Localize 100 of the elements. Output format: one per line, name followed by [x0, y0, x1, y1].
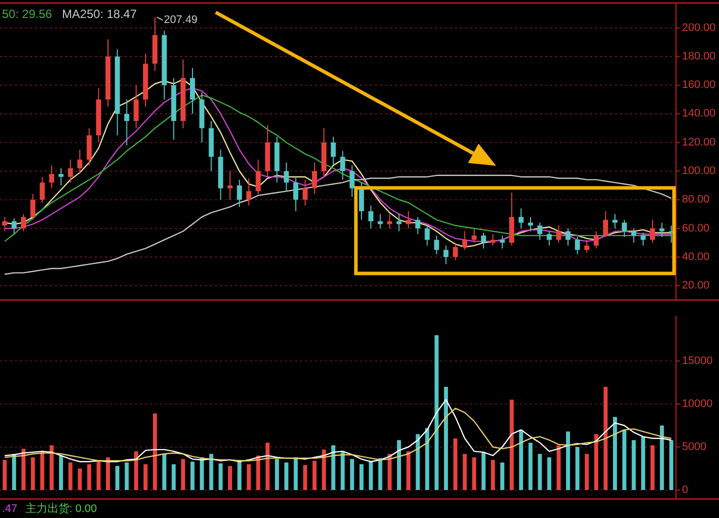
bar	[434, 335, 439, 490]
candlestick	[415, 216, 420, 235]
text: 50: 29.56	[2, 7, 52, 22]
bar	[566, 432, 570, 490]
bar	[115, 466, 120, 490]
bar	[350, 459, 354, 490]
candlestick	[12, 218, 17, 235]
bar	[584, 454, 589, 490]
y-tick-label: 120.00	[682, 136, 716, 148]
bar	[462, 454, 467, 490]
bar	[378, 458, 382, 490]
text: 主力出货: 0.00	[25, 502, 97, 515]
candlestick	[49, 164, 54, 189]
bar	[40, 451, 44, 490]
candlestick	[472, 228, 477, 244]
y-tick-label: 160.00	[682, 79, 716, 92]
candlestick	[518, 208, 524, 229]
bar	[87, 464, 92, 490]
candlestick	[40, 176, 45, 204]
bar	[284, 462, 288, 490]
bar	[556, 445, 561, 490]
bar	[190, 462, 194, 490]
bar	[641, 436, 646, 490]
bar	[425, 428, 430, 490]
bar	[274, 459, 279, 490]
bar	[181, 459, 186, 490]
candlestick	[443, 245, 448, 265]
bar	[519, 430, 524, 490]
bar	[397, 440, 402, 490]
candlestick	[378, 214, 383, 229]
legend-label: MA250: 18.47	[62, 7, 138, 22]
candlestick	[228, 170, 233, 200]
bar	[406, 451, 410, 490]
candlestick	[30, 194, 36, 220]
bar	[490, 460, 495, 490]
bar	[322, 450, 326, 490]
candlestick	[302, 179, 308, 206]
candlestick	[330, 136, 336, 166]
bar	[152, 413, 157, 490]
candlestick	[77, 149, 82, 174]
candlestick	[134, 84, 139, 129]
candlestick	[584, 239, 590, 254]
candlestick	[462, 230, 468, 250]
candlestick	[124, 99, 130, 146]
bar	[21, 448, 26, 490]
bar	[106, 457, 110, 490]
y-tick-label: 200.00	[682, 22, 716, 34]
bar	[78, 468, 82, 490]
bar	[59, 456, 64, 490]
bar	[218, 463, 223, 490]
bar	[246, 464, 251, 490]
candlestick	[368, 204, 374, 229]
bar	[604, 386, 608, 490]
bar	[256, 456, 260, 490]
candlestick	[350, 164, 355, 198]
candlestick	[236, 179, 242, 208]
bar	[500, 462, 504, 490]
bar	[510, 400, 514, 490]
candlestick	[68, 159, 73, 184]
candlestick	[396, 214, 402, 232]
candlestick	[622, 219, 627, 238]
y-tick-label: 140.00	[682, 108, 716, 120]
y-tick-label: 180.00	[682, 50, 716, 62]
text: .47	[2, 502, 18, 515]
candlestick	[387, 214, 392, 229]
bar	[660, 426, 664, 490]
bar	[172, 464, 176, 490]
bar	[2, 460, 7, 490]
bar	[50, 445, 54, 490]
y-tick-label: 20.00	[682, 280, 710, 292]
bar	[482, 452, 486, 490]
candlestick	[20, 214, 26, 232]
y-tick-label: 80.00	[682, 194, 710, 206]
bar	[96, 460, 101, 490]
candlestick	[640, 232, 646, 246]
bar	[453, 438, 458, 490]
candlestick	[424, 225, 430, 246]
bar	[632, 440, 636, 490]
candlestick	[566, 228, 571, 246]
bar	[388, 454, 392, 490]
bar	[266, 442, 270, 490]
bar	[30, 457, 35, 490]
bar	[528, 442, 532, 490]
bar	[68, 462, 72, 490]
y-tick-label: 5000	[682, 440, 706, 453]
bar	[144, 464, 148, 490]
candlestick	[2, 216, 8, 232]
bar	[622, 430, 626, 490]
candlestick	[284, 162, 289, 192]
y-tick-label: 40.00	[682, 250, 710, 263]
bar	[124, 462, 129, 490]
y-tick-label: 10000	[682, 398, 713, 410]
bar	[359, 464, 364, 490]
candlestick	[594, 230, 599, 249]
bar	[12, 454, 16, 490]
candlestick	[546, 230, 552, 246]
candlestick	[528, 216, 533, 232]
candlestick	[312, 162, 318, 195]
bar	[472, 457, 476, 490]
candlestick	[537, 222, 542, 240]
